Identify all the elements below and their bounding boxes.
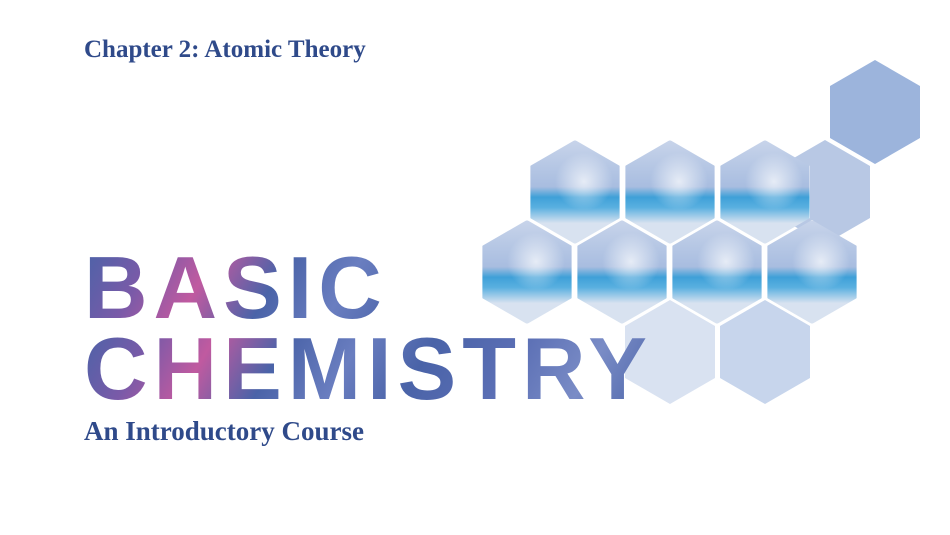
hexagon-icon: [830, 60, 920, 164]
hexagon-icon: [530, 140, 620, 244]
title-line-2: CHEMISTRY: [84, 329, 653, 410]
hexagon-icon: [672, 220, 762, 324]
title-line-1: BASIC: [84, 248, 653, 329]
hexagon-icon: [720, 140, 810, 244]
title-block: BASIC CHEMISTRY An Introductory Course: [84, 248, 653, 447]
subtitle: An Introductory Course: [84, 416, 653, 447]
hexagon-icon: [625, 140, 715, 244]
hexagon-icon: [720, 300, 810, 404]
subtitle-text: An Introductory Course: [84, 416, 364, 446]
chapter-text: Chapter 2: Atomic Theory: [84, 36, 366, 63]
hexagon-icon: [767, 220, 857, 324]
chapter-heading: Chapter 2: Atomic Theory: [84, 36, 366, 64]
